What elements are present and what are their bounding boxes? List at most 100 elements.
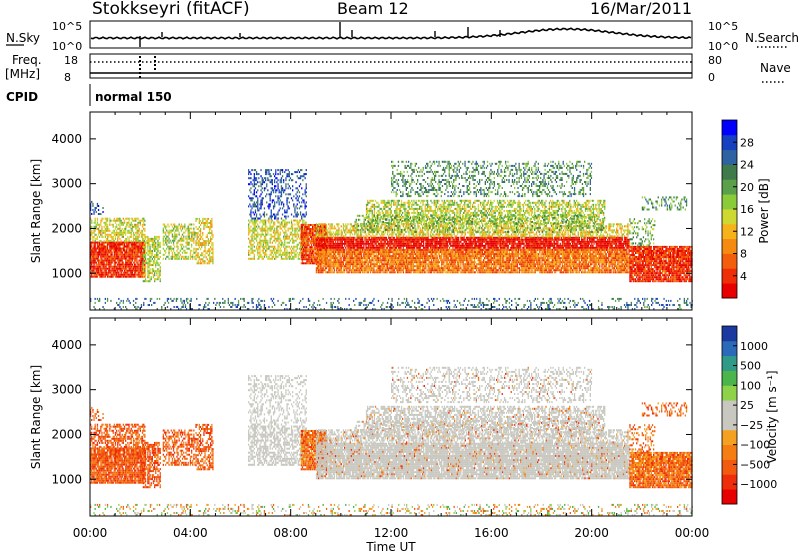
power-cell [207, 234, 208, 236]
power-cell [119, 230, 120, 232]
power-cell [192, 258, 193, 260]
power-cell [135, 240, 136, 242]
power-cell [144, 228, 145, 230]
power-cell [351, 239, 352, 241]
power-cell [313, 232, 314, 234]
power-cell [101, 258, 102, 260]
power-cell [251, 169, 252, 171]
power-cell [253, 258, 254, 260]
power-cell [248, 226, 249, 228]
power-cell [362, 243, 363, 245]
power-cell [145, 262, 146, 264]
power-cell [185, 256, 186, 258]
power-cell [168, 234, 169, 236]
power-cell [207, 258, 208, 260]
power-cell [324, 239, 325, 241]
power-cell [351, 247, 352, 249]
power-cell [378, 243, 379, 245]
power-cell [149, 258, 150, 260]
power-cell [288, 242, 289, 244]
power-cell [282, 214, 283, 216]
power-cell [199, 230, 200, 232]
noise-frame [90, 21, 692, 48]
power-cell [268, 193, 269, 195]
power-cell [123, 242, 124, 244]
power-cell [96, 224, 97, 226]
power-cell [127, 244, 128, 246]
power-cell [280, 244, 281, 246]
power-cell [191, 246, 192, 248]
power-cell [160, 270, 161, 272]
power-cell [295, 228, 296, 230]
power-cell [271, 209, 272, 211]
power-cell [248, 258, 249, 260]
power-cell [255, 211, 256, 213]
power-cell [111, 236, 112, 238]
power-cell [104, 226, 105, 228]
power-cell [154, 280, 155, 282]
power-cell [264, 252, 265, 254]
power-cell [476, 237, 477, 239]
power-cell [475, 239, 476, 241]
freq-label-1: Freq. [12, 53, 42, 67]
power-cell [411, 243, 412, 245]
power-cell [297, 195, 298, 197]
power-cell [457, 239, 458, 241]
power-cell [119, 268, 120, 270]
power-cell [119, 266, 120, 268]
power-cell [184, 226, 185, 228]
power-cell [256, 240, 257, 242]
power-cell [253, 240, 254, 242]
power-cell [390, 243, 391, 245]
power-cell [110, 240, 111, 242]
power-cell [188, 256, 189, 258]
power-cell [473, 243, 474, 245]
power-cell [260, 199, 261, 201]
power-cell [282, 171, 283, 173]
power-cell [253, 222, 254, 224]
power-cell [312, 246, 313, 248]
power-cell [300, 220, 301, 222]
power-cell [264, 207, 265, 209]
power-cell [98, 258, 99, 260]
power-cell [135, 252, 136, 254]
power-cell [286, 254, 287, 256]
power-cell [115, 248, 116, 250]
power-cell [481, 245, 482, 247]
power-cell [274, 236, 275, 238]
power-cell [153, 248, 154, 250]
power-cell [251, 238, 252, 240]
power-cell [174, 258, 175, 260]
power-cell [286, 224, 287, 226]
power-cell [153, 246, 154, 248]
power-cell [481, 243, 482, 245]
power-cell [402, 239, 403, 241]
power-cell [204, 260, 205, 262]
power-cell [191, 224, 192, 226]
power-cell [266, 171, 267, 173]
power-cell [390, 247, 391, 249]
power-cell [305, 207, 306, 209]
power-cell [171, 224, 172, 226]
power-cell [306, 187, 307, 189]
power-cell [275, 171, 276, 173]
power-cell [260, 220, 261, 222]
power-cell [276, 256, 277, 258]
power-cell [139, 270, 140, 272]
power-cell [370, 245, 371, 247]
power-cell [107, 240, 108, 242]
power-cell [301, 187, 302, 189]
noise-left-label: N.Sky [6, 31, 40, 45]
power-cell [203, 226, 204, 228]
power-cell [268, 228, 269, 230]
power-cell [268, 218, 269, 220]
power-cell [202, 254, 203, 256]
power-cell [249, 189, 250, 191]
power-cell [102, 236, 103, 238]
power-cell [290, 187, 291, 189]
power-cell [190, 252, 191, 254]
power-cell [159, 238, 160, 240]
power-cell [302, 226, 303, 228]
power-cell [253, 211, 254, 213]
power-cell [254, 254, 255, 256]
